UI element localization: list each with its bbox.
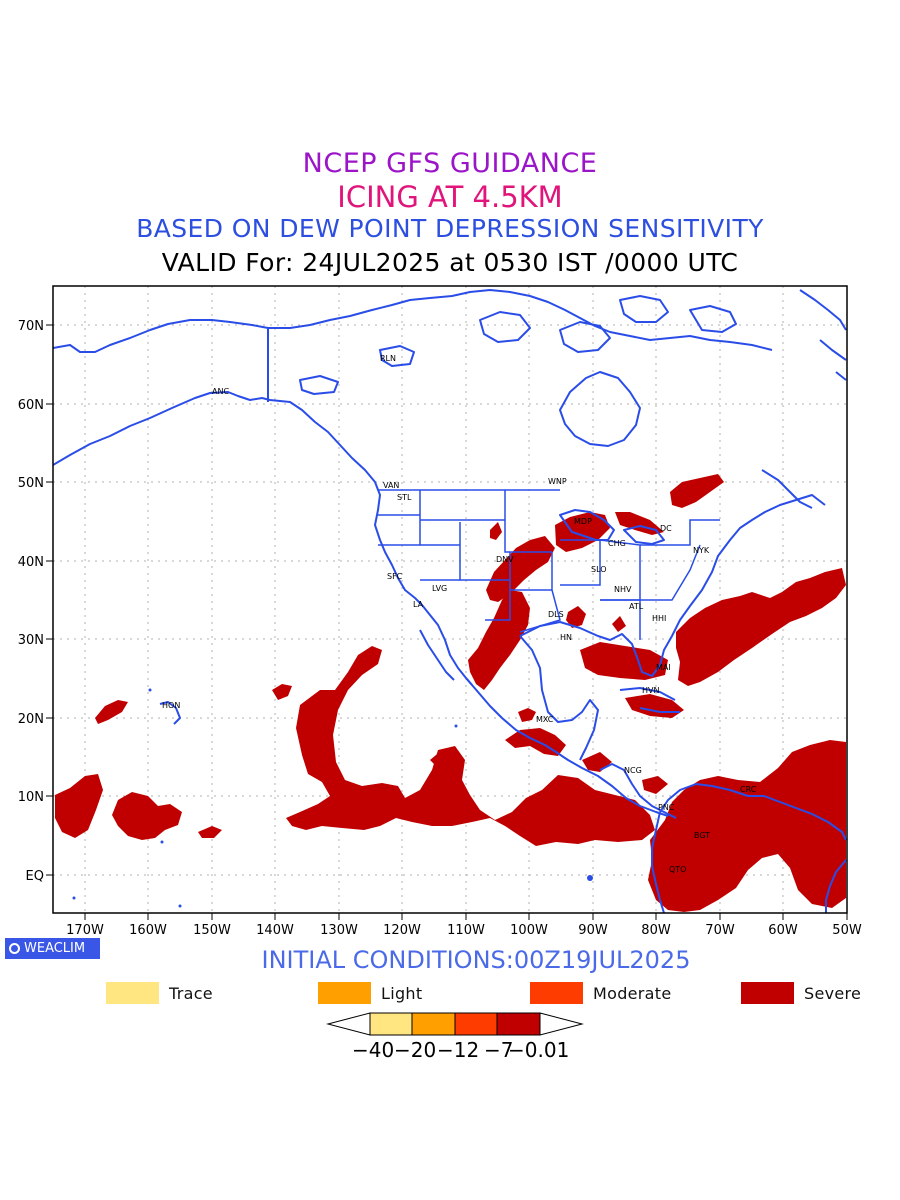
- colorbar: [326, 1012, 584, 1036]
- lon-label: 70W: [705, 923, 735, 938]
- station-label: ATL: [629, 602, 644, 611]
- station-label: HN: [560, 633, 572, 642]
- brand-label: WEACLIM: [24, 941, 86, 956]
- lon-label: 130W: [320, 923, 358, 938]
- station-label: HON: [162, 701, 180, 710]
- lat-label: EQ: [26, 869, 44, 884]
- station-label: NHV: [614, 585, 632, 594]
- title-line-1: NCEP GFS GUIDANCE: [302, 148, 598, 179]
- lon-label: 160W: [129, 923, 167, 938]
- station-label: QTO: [669, 865, 686, 874]
- lon-label: 150W: [193, 923, 231, 938]
- legend-label: Trace: [169, 983, 213, 1003]
- initial-conditions: INITIAL CONDITIONS:00Z19JUL2025: [261, 946, 691, 974]
- station-label: ANC: [212, 387, 229, 396]
- title-line-2: ICING AT 4.5KM: [337, 180, 563, 214]
- legend-item-trace: Trace: [106, 982, 213, 1004]
- lon-label: 110W: [447, 923, 485, 938]
- title-valid-time: VALID For: 24JUL2025 at 0530 IST /0000 U…: [161, 248, 739, 277]
- station-label: RLN: [380, 354, 396, 363]
- station-label: HHI: [652, 614, 666, 623]
- lat-label: 60N: [18, 398, 44, 413]
- colorbar-tick: −7: [484, 1038, 514, 1062]
- station-label: DNV: [496, 555, 514, 564]
- lon-label: 60W: [768, 923, 798, 938]
- station-label: LA: [413, 600, 424, 609]
- lat-label: 70N: [18, 319, 44, 334]
- severe-icing-areas: [55, 474, 846, 912]
- colorbar-moderate: [454, 1012, 498, 1036]
- map-frame: [52, 285, 848, 914]
- lon-label: 50W: [832, 923, 862, 938]
- longitude-labels: 170W 160W 150W 140W 130W 120W 110W 100W …: [66, 923, 862, 938]
- legend-swatch: [318, 982, 371, 1004]
- colorbar-tick: −12: [437, 1038, 480, 1062]
- station-label: SFC: [387, 572, 403, 581]
- colorbar-tick: −0.01: [508, 1038, 570, 1062]
- station-label: BGT: [694, 831, 710, 840]
- station-label: MAI: [656, 663, 671, 672]
- legend-item-severe: Severe: [741, 982, 861, 1004]
- station-label: CRC: [740, 785, 757, 794]
- station-labels: RLN ANC VAN STL WNP MDP CHG SFC DNV SLO …: [162, 354, 757, 874]
- legend-swatch: [741, 982, 794, 1004]
- lat-label: 30N: [18, 633, 44, 648]
- title-line-3: BASED ON DEW POINT DEPRESSION SENSITIVIT…: [136, 214, 764, 243]
- station-label: VAN: [383, 481, 399, 490]
- lat-label: 10N: [18, 790, 44, 805]
- lat-label: 40N: [18, 555, 44, 570]
- lon-label: 90W: [578, 923, 608, 938]
- lon-label: 140W: [256, 923, 294, 938]
- weaclim-logo: WEACLIM: [5, 938, 100, 959]
- lat-label: 50N: [18, 476, 44, 491]
- latitude-labels: 70N 60N 50N 40N 30N 20N 10N EQ: [18, 319, 44, 884]
- legend-label: Moderate: [593, 983, 672, 1003]
- station-label: NCG: [624, 766, 642, 775]
- lon-label: 120W: [383, 923, 421, 938]
- legend-swatch: [106, 982, 159, 1004]
- station-label: PNC: [658, 803, 675, 812]
- colorbar-light: [411, 1012, 456, 1036]
- station-label: NYK: [693, 546, 710, 555]
- station-label: MDP: [574, 517, 592, 526]
- lon-label: 80W: [641, 923, 671, 938]
- colorbar-tick: −40: [352, 1038, 395, 1062]
- lon-label: 100W: [510, 923, 548, 938]
- colorbar-right-arrow: [539, 1012, 584, 1036]
- circle-icon: [9, 943, 20, 954]
- colorbar-left-arrow: [326, 1012, 371, 1036]
- station-label: SLO: [591, 565, 607, 574]
- legend-item-moderate: Moderate: [530, 982, 672, 1004]
- legend-label: Light: [381, 983, 423, 1003]
- station-label: HVN: [642, 686, 659, 695]
- colorbar-tick: −20: [394, 1038, 437, 1062]
- station-label: STL: [397, 493, 412, 502]
- coastlines: [53, 289, 847, 913]
- station-label: LVG: [432, 584, 447, 593]
- station-label: WNP: [548, 477, 567, 486]
- colorbar-severe: [496, 1012, 541, 1036]
- political-boundaries: [378, 489, 720, 640]
- islands: [72, 688, 593, 908]
- axis-ticks: [46, 324, 848, 920]
- colorbar-trace: [369, 1012, 413, 1036]
- station-label: CHG: [608, 539, 626, 548]
- station-label: DLS: [548, 610, 564, 619]
- station-label: MXC: [536, 715, 554, 724]
- lat-label: 20N: [18, 712, 44, 727]
- legend-label: Severe: [804, 983, 862, 1003]
- lon-label: 170W: [66, 923, 104, 938]
- legend-item-light: Light: [318, 982, 422, 1004]
- legend-swatch: [530, 982, 583, 1004]
- station-label: DC: [660, 524, 672, 533]
